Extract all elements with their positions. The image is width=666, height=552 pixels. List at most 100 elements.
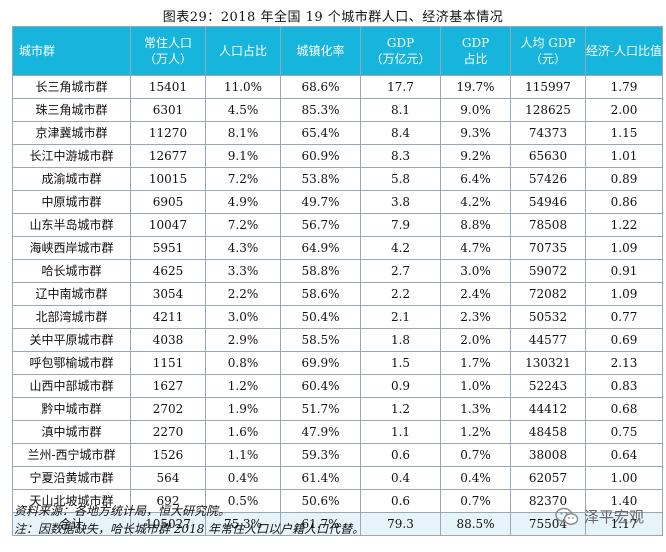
table-cell: 60.9% xyxy=(280,144,361,168)
table-cell: 105027 xyxy=(130,512,206,536)
row-label-cell: 长江中游城市群 xyxy=(12,144,131,168)
table-cell: 9.0% xyxy=(440,98,511,122)
table-cell: 2.13 xyxy=(585,351,663,375)
table-cell: 7.9 xyxy=(360,213,441,237)
table-cell: 65.4% xyxy=(280,121,361,145)
table-cell: 15401 xyxy=(130,75,206,99)
table-row: 成渝城市群 10015 7.2% 53.8% 5.8 6.4% 57426 0.89 xyxy=(12,167,663,191)
table-cell: 2702 xyxy=(130,397,206,421)
table-cell: 11270 xyxy=(130,121,206,145)
table-cell: 56.7% xyxy=(280,213,361,237)
table-row: 山东半岛城市群 10047 7.2% 56.7% 7.9 8.8% 78508 1.22 xyxy=(12,213,663,237)
table-cell: 0.4% xyxy=(205,466,281,490)
table-cell: 72082 xyxy=(510,282,586,306)
row-label-cell: 呼包鄂榆城市群 xyxy=(12,351,131,375)
row-label-cell: 辽中南城市群 xyxy=(12,282,131,306)
table-cell: 1.17 xyxy=(585,512,663,536)
table-cell: 1.8 xyxy=(360,328,441,352)
table-row: 天山北坡城市群 692 0.5% 50.6% 0.6 0.7% 82370 1.40 xyxy=(12,489,663,513)
data-note: 注：因数据缺失，哈长城市群 2018 年常住人口以户籍人口代替。 xyxy=(14,522,365,536)
table-cell: 6905 xyxy=(130,190,206,214)
table-cell: 50.4% xyxy=(280,305,361,329)
row-label-cell: 山东半岛城市群 xyxy=(12,213,131,237)
column-header: GDP （万亿元） xyxy=(360,26,441,76)
column-header: 人口占比 xyxy=(205,26,281,76)
table-cell: 47.9% xyxy=(280,420,361,444)
column-header: GDP 占比 xyxy=(440,26,511,76)
table-cell: 1.6% xyxy=(205,420,281,444)
table-row: 宁夏沿黄城市群 564 0.4% 61.4% 0.4 0.4% 62057 1.00 xyxy=(12,466,663,490)
table-cell: 8.1% xyxy=(205,121,281,145)
table-cell: 9.3% xyxy=(440,121,511,145)
table-cell: 17.7 xyxy=(360,75,441,99)
table-cell: 4.3% xyxy=(205,236,281,260)
row-label-cell: 合计 xyxy=(12,512,131,536)
table-cell: 4038 xyxy=(130,328,206,352)
table-cell: 1627 xyxy=(130,374,206,398)
table-cell: 11.0% xyxy=(205,75,281,99)
brand-name: 泽平宏观 xyxy=(583,508,644,526)
table-cell: 44412 xyxy=(510,397,586,421)
table-cell: 128625 xyxy=(510,98,586,122)
row-label-cell: 京津冀城市群 xyxy=(12,121,131,145)
table-cell: 1.00 xyxy=(585,466,663,490)
table-cell: 2.1 xyxy=(360,305,441,329)
table-cell: 1.9% xyxy=(205,397,281,421)
row-label-cell: 关中平原城市群 xyxy=(12,328,131,352)
table-row: 哈长城市群 4625 3.3% 58.8% 2.7 3.0% 59072 0.91 xyxy=(12,259,663,283)
table-cell: 10015 xyxy=(130,167,206,191)
table-row: 辽中南城市群 3054 2.2% 58.6% 2.2 2.4% 72082 1.09 xyxy=(12,282,663,306)
table-cell: 44577 xyxy=(510,328,586,352)
table-cell: 7.2% xyxy=(205,167,281,191)
table-cell: 9.2% xyxy=(440,144,511,168)
table-cell: 4.2 xyxy=(360,236,441,260)
table-cell: 4625 xyxy=(130,259,206,283)
table-cell: 0.69 xyxy=(585,328,663,352)
table-cell: 1.2% xyxy=(205,374,281,398)
table-cell: 3.0% xyxy=(205,305,281,329)
table-row: 中原城市群 6905 4.9% 49.7% 3.8 4.2% 54946 0.86 xyxy=(12,190,663,214)
table-cell: 70735 xyxy=(510,236,586,260)
table-cell: 5951 xyxy=(130,236,206,260)
table-cell: 1.01 xyxy=(585,144,663,168)
table-cell: 1.0% xyxy=(440,374,511,398)
table-row: 海峡西岸城市群 5951 4.3% 64.9% 4.2 4.7% 70735 1.09 xyxy=(12,236,663,260)
table-cell: 48458 xyxy=(510,420,586,444)
row-label-cell: 天山北坡城市群 xyxy=(12,489,131,513)
table-cell: 2.2% xyxy=(205,282,281,306)
table-cell: 38008 xyxy=(510,443,586,467)
table-cell: 2.00 xyxy=(585,98,663,122)
table-cell: 8.4 xyxy=(360,121,441,145)
table-cell: 130321 xyxy=(510,351,586,375)
table-cell: 4.7% xyxy=(440,236,511,260)
table-cell: 51.7% xyxy=(280,397,361,421)
table-cell: 0.9 xyxy=(360,374,441,398)
table-cell: 2.3% xyxy=(440,305,511,329)
table-cell: 58.6% xyxy=(280,282,361,306)
table-cell: 2.4% xyxy=(440,282,511,306)
table-cell: 2.7 xyxy=(360,259,441,283)
city-cluster-table: 城市群 常住人口 （万人） 人口占比 城镇化率 GDP （万亿元） GDP 占比 人均… xyxy=(12,26,663,536)
table-cell: 1.2% xyxy=(440,420,511,444)
footnotes: 资料来源：各地方统计局，恒大研究院。 注：因数据缺失，哈长城市群 2018 年常… xyxy=(14,502,364,538)
table-cell: 0.64 xyxy=(585,443,663,467)
table-cell: 4.5% xyxy=(205,98,281,122)
table-cell: 0.8% xyxy=(205,351,281,375)
row-label-cell: 珠三角城市群 xyxy=(12,98,131,122)
table-row: 呼包鄂榆城市群 1151 0.8% 69.9% 1.5 1.7% 130321 2.13 xyxy=(12,351,663,375)
table-cell: 1.09 xyxy=(585,282,663,306)
source-note: 资料来源：各地方统计局，恒大研究院。 xyxy=(14,504,231,518)
table-cell: 1.15 xyxy=(585,121,663,145)
table-cell: 78508 xyxy=(510,213,586,237)
table-row: 兰州-西宁城市群 1526 1.1% 59.3% 0.6 0.7% 38008 0.64 xyxy=(12,443,663,467)
table-cell: 74373 xyxy=(510,121,586,145)
column-header: 人均 GDP （元） xyxy=(510,26,586,76)
row-label-cell: 哈长城市群 xyxy=(12,259,131,283)
table-cell: 4211 xyxy=(130,305,206,329)
table-cell: 6301 xyxy=(130,98,206,122)
table-row: 长三角城市群 15401 11.0% 68.6% 17.7 19.7% 115997 1.79 xyxy=(12,75,663,99)
row-label-cell: 北部湾城市群 xyxy=(12,305,131,329)
table-cell: 0.68 xyxy=(585,397,663,421)
table-cell: 2.0% xyxy=(440,328,511,352)
table-cell: 52243 xyxy=(510,374,586,398)
